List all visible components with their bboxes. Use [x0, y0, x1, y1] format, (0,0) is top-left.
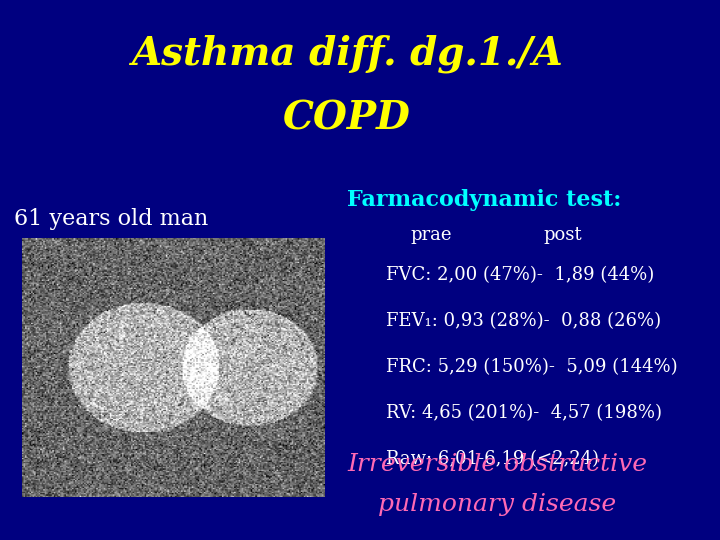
Text: Irreversible obstructive: Irreversible obstructive: [347, 453, 647, 476]
Text: Farmacodynamic test:: Farmacodynamic test:: [347, 189, 621, 211]
Text: prae: prae: [411, 226, 452, 244]
Text: FVC: 2,00 (47%)-  1,89 (44%): FVC: 2,00 (47%)- 1,89 (44%): [386, 266, 654, 285]
Text: post: post: [544, 226, 582, 244]
Text: Asthma diff. dg.1./A: Asthma diff. dg.1./A: [130, 35, 562, 73]
Text: FRC: 5,29 (150%)-  5,09 (144%): FRC: 5,29 (150%)- 5,09 (144%): [386, 358, 678, 376]
Text: Raw: 6,01-6,19 (<2,24): Raw: 6,01-6,19 (<2,24): [386, 450, 599, 468]
Text: COPD: COPD: [282, 100, 410, 138]
Text: RV: 4,65 (201%)-  4,57 (198%): RV: 4,65 (201%)- 4,57 (198%): [386, 404, 662, 422]
Text: pulmonary disease: pulmonary disease: [378, 494, 616, 516]
Text: 61 years old man: 61 years old man: [14, 208, 208, 230]
Text: FEV₁: 0,93 (28%)-  0,88 (26%): FEV₁: 0,93 (28%)- 0,88 (26%): [386, 312, 661, 330]
